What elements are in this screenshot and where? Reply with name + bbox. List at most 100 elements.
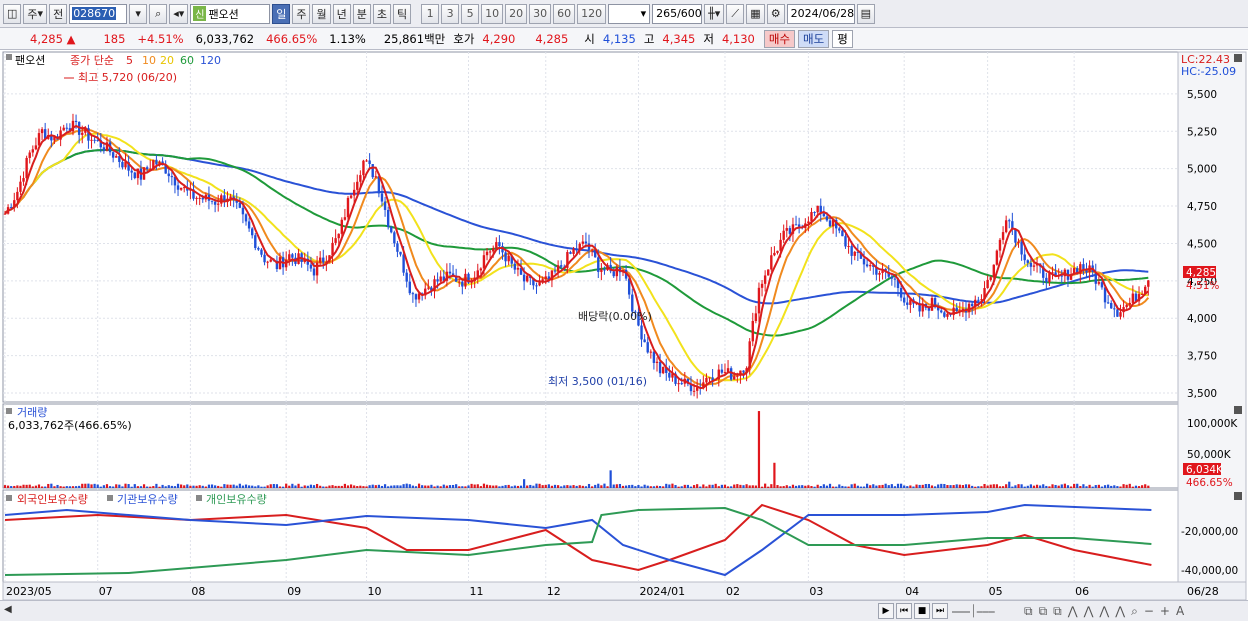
- calendar-icon[interactable]: ▤: [856, 3, 876, 24]
- stock-chart[interactable]: 5,500 5,250 5,000 4,750 4,500 4,250 4,000 3,750…: [0, 50, 1248, 600]
- volume-bar-213: [662, 486, 665, 488]
- candle-body-214: [665, 366, 668, 373]
- candle-body-313: [970, 303, 974, 307]
- zoom-slider[interactable]: ⎯⎯⎯⏐⎯⎯⎯: [952, 603, 995, 618]
- indicator-icon-4[interactable]: ⋀: [1115, 604, 1126, 618]
- candle-body-111: [346, 197, 350, 218]
- volume-bar-36: [115, 484, 118, 488]
- volume-bar-92: [288, 485, 291, 488]
- interval-10[interactable]: 10: [481, 3, 504, 24]
- candle-body-50: [158, 161, 161, 165]
- layout-icon-3[interactable]: ⧉: [1053, 603, 1062, 618]
- volume-bar-14: [47, 483, 50, 488]
- font-size-icon[interactable]: A: [1175, 604, 1185, 618]
- interval-custom-input[interactable]: ▾: [608, 3, 651, 24]
- volume-bar-334: [1035, 484, 1039, 488]
- indicator-icon-2[interactable]: ⋀: [1083, 604, 1094, 618]
- volume-panel-close-icon[interactable]: [1234, 406, 1242, 414]
- grid-lines: [3, 52, 1178, 582]
- candle-body-145: [451, 273, 455, 276]
- candle-body-241: [748, 341, 751, 369]
- candle-body-343: [1063, 269, 1067, 277]
- indicator-icon-3[interactable]: ⋀: [1099, 604, 1110, 618]
- period-week[interactable]: 주: [292, 3, 311, 24]
- date-field[interactable]: 2024/06/28: [786, 3, 855, 24]
- interval-120[interactable]: 120: [577, 3, 607, 24]
- period-minute[interactable]: 분: [352, 3, 371, 24]
- price-tick-3: 4,750: [1187, 201, 1217, 213]
- sell-button[interactable]: 매도: [798, 29, 830, 48]
- candle-body-193: [600, 269, 603, 272]
- interval-60[interactable]: 60: [553, 3, 576, 24]
- period-day[interactable]: 일: [272, 3, 291, 24]
- candle-body-104: [325, 261, 328, 263]
- volume-bar-12: [40, 486, 44, 488]
- rewind-icon[interactable]: ⏮: [896, 603, 912, 619]
- volume-bar-256: [794, 485, 798, 488]
- candle-type-icon[interactable]: ╫▾: [704, 3, 725, 24]
- interval-30[interactable]: 30: [529, 3, 552, 24]
- code-dropdown-icon[interactable]: ▾: [129, 3, 148, 24]
- fast-forward-icon[interactable]: ⏭: [932, 603, 948, 619]
- candle-body-182: [566, 252, 569, 268]
- playback-controls: ▶ ⏮ ■ ⏭ ⎯⎯⎯⏐⎯⎯⎯ ⧉ ⧉ ⧉ ⋀ ⋀ ⋀ ⋀ ⌕ − + A: [878, 603, 1186, 619]
- volume-bar-77: [241, 485, 245, 488]
- candle-body-228: [708, 377, 711, 379]
- date-tick-11: 05: [989, 585, 1003, 598]
- zoom-out-icon[interactable]: −: [1143, 604, 1154, 618]
- volume-bar-252: [782, 486, 785, 488]
- candle-body-229: [711, 377, 714, 381]
- interval-1[interactable]: 1: [421, 3, 440, 24]
- panel-close-icon[interactable]: [1234, 54, 1242, 62]
- low-price: 4,130: [721, 31, 755, 46]
- play-icon[interactable]: ▶: [878, 603, 894, 619]
- stock-code-input[interactable]: 028670: [69, 3, 128, 24]
- zoom-in-icon[interactable]: +: [1159, 604, 1170, 618]
- candle-body-253: [785, 228, 788, 231]
- right-date-label: 06/28: [1187, 585, 1219, 598]
- candle-body-345: [1069, 274, 1073, 280]
- speaker-icon[interactable]: ◂▾: [169, 3, 189, 24]
- candle-body-188: [584, 241, 588, 244]
- candle-body-270: [838, 228, 841, 231]
- candle-body-328: [1017, 241, 1020, 243]
- bottom-scrollbar[interactable]: ◀ ▶ ⏮ ■ ⏭ ⎯⎯⎯⏐⎯⎯⎯ ⧉ ⧉ ⧉ ⋀ ⋀ ⋀ ⋀ ⌕ − + A: [0, 600, 1248, 621]
- zoom-icon[interactable]: ⌕: [1131, 603, 1138, 618]
- data-count-field[interactable]: 265/600: [652, 3, 703, 24]
- candle-body-23: [74, 120, 78, 122]
- avg-price-button[interactable]: 평: [832, 29, 853, 48]
- drawing-tool-icon[interactable]: ⟋: [726, 3, 745, 24]
- buy-button[interactable]: 매수: [763, 29, 796, 48]
- indicator-icon-1[interactable]: ⋀: [1067, 604, 1078, 618]
- candle-body-16: [53, 136, 56, 141]
- period-tick[interactable]: 틱: [392, 3, 412, 24]
- volume-bar-160: [498, 486, 501, 488]
- gear-icon[interactable]: ⚙: [766, 3, 785, 24]
- volume-bar-133: [414, 486, 418, 488]
- volume-bar-308: [955, 484, 958, 488]
- holdings-panel-close-icon[interactable]: [1234, 492, 1242, 500]
- volume-bar-51: [161, 484, 164, 488]
- search-icon[interactable]: ⌕: [149, 3, 168, 24]
- interval-20[interactable]: 20: [505, 3, 528, 24]
- interval-5[interactable]: 5: [461, 3, 480, 24]
- ask-label: 호가: [453, 31, 475, 46]
- price-legend[interactable]: 팬오션 종가 단순 5 10 20 60 120: [6, 54, 221, 67]
- volume-panel: [2, 403, 1179, 489]
- period-second[interactable]: 초: [372, 3, 391, 24]
- period-select[interactable]: 주 ▾: [23, 3, 48, 24]
- volume-bar-220: [683, 484, 686, 488]
- scroll-left-icon[interactable]: ◀: [4, 604, 12, 615]
- layout-icon-1[interactable]: ⧉: [1024, 603, 1033, 618]
- grid-icon[interactable]: ▦: [746, 3, 765, 24]
- stop-icon[interactable]: ■: [914, 603, 930, 619]
- interval-3[interactable]: 3: [441, 3, 460, 24]
- period-year[interactable]: 년: [332, 3, 351, 24]
- layout-icon-2[interactable]: ⧉: [1038, 603, 1048, 618]
- period-month[interactable]: 월: [312, 3, 331, 24]
- volume-bar-43: [136, 486, 139, 488]
- chart-menu-icon[interactable]: ◫: [3, 3, 22, 24]
- candle-body-57: [179, 187, 183, 190]
- stock-name-field[interactable]: 신 팬오션: [190, 3, 271, 24]
- prev-button[interactable]: 전: [49, 3, 68, 24]
